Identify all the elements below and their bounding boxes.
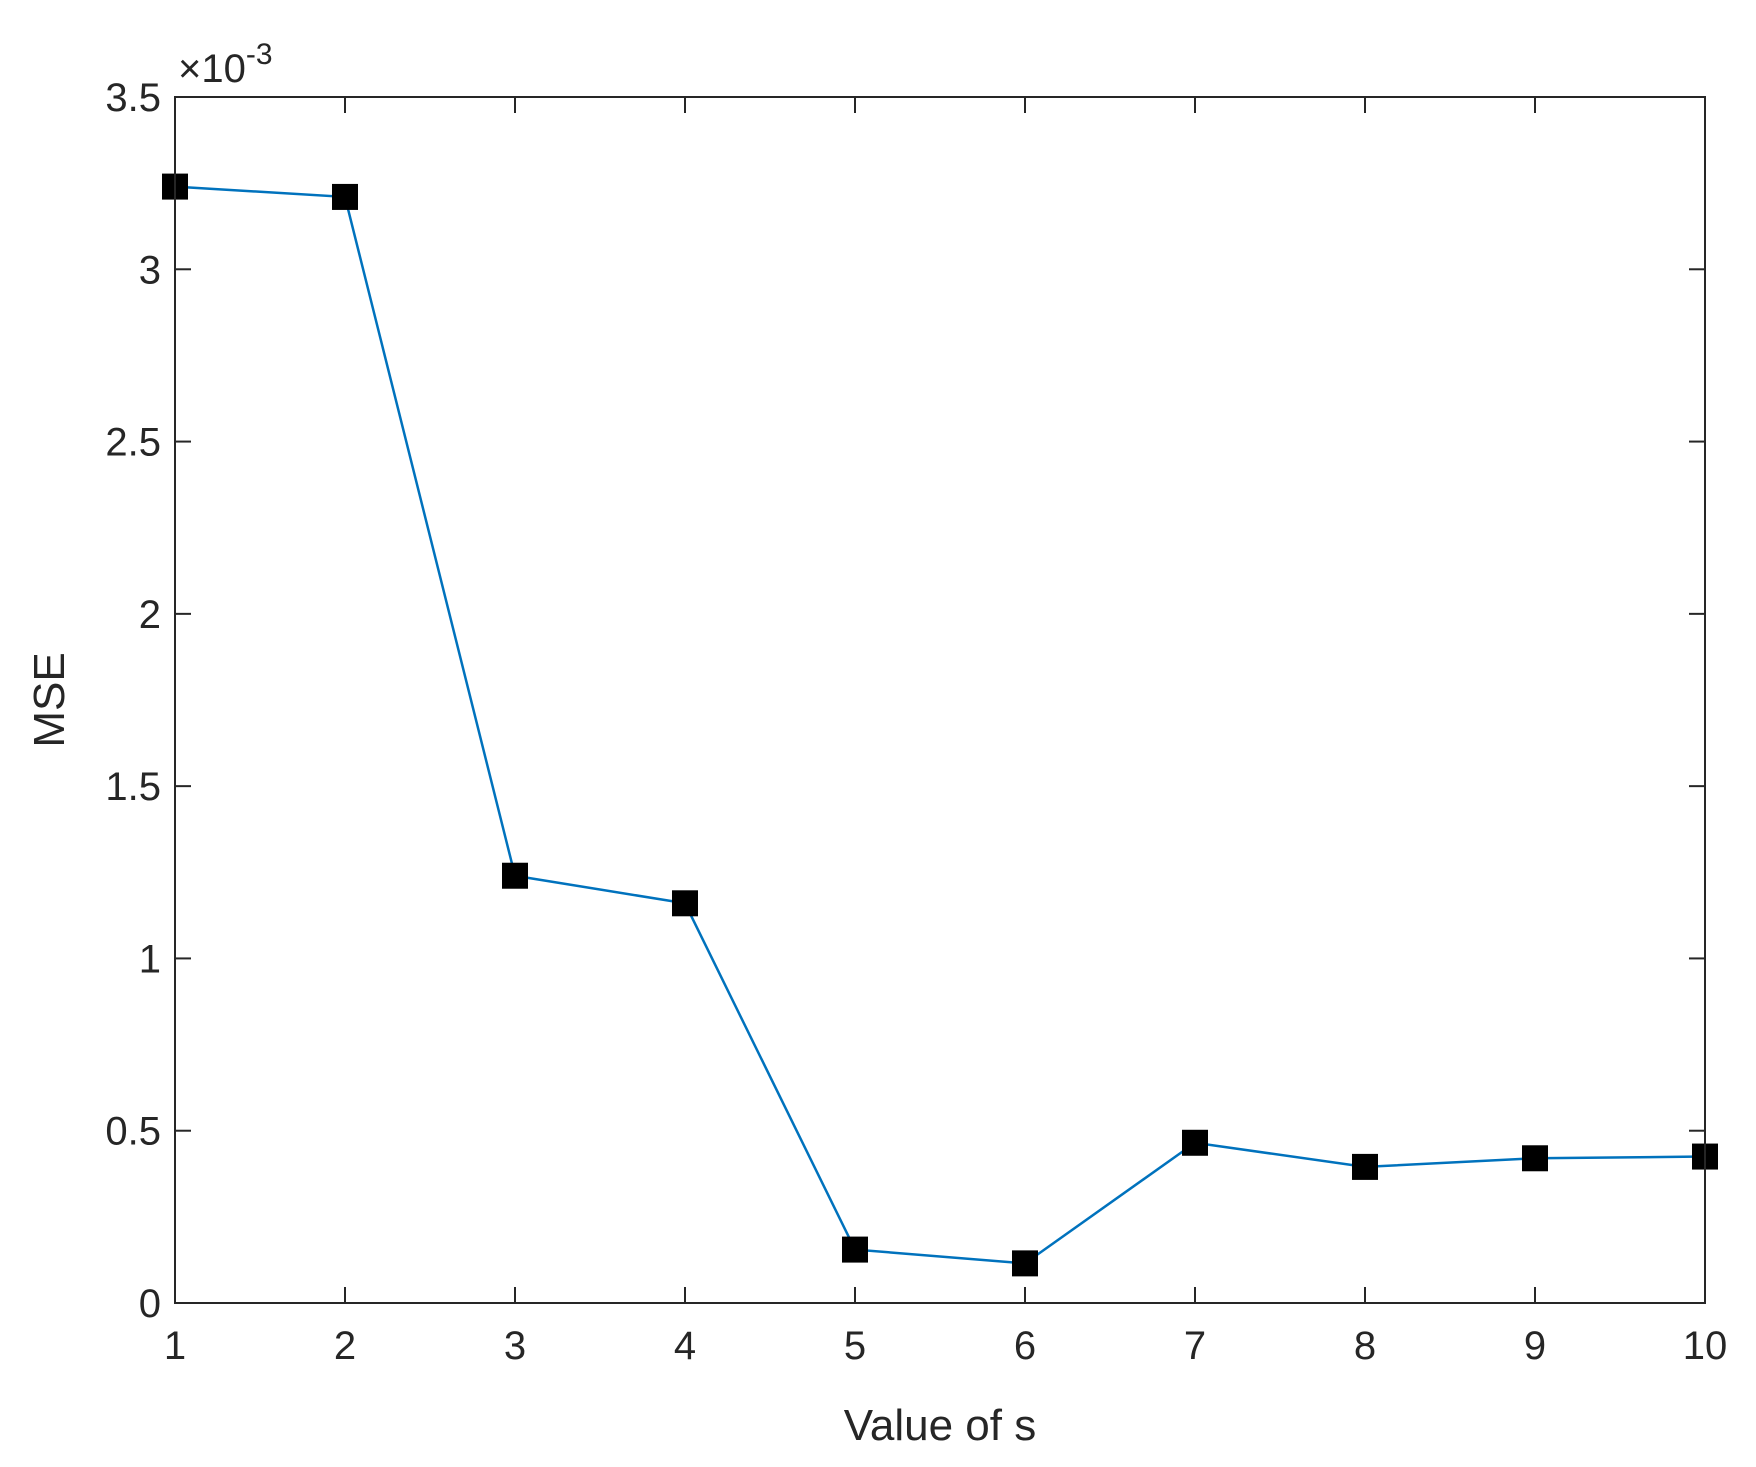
scale-prefix: ×10 <box>178 47 246 91</box>
y-tick-label: 1 <box>139 937 161 981</box>
axis-ticks <box>174 96 1706 1304</box>
y-tick-label: 1.5 <box>105 765 161 809</box>
data-point-marker <box>502 862 528 889</box>
y-tick-label: 2.5 <box>105 421 161 465</box>
y-tick-label: 3.5 <box>105 76 161 120</box>
data-point-marker <box>1012 1250 1038 1277</box>
y-tick-label: 0 <box>139 1282 161 1326</box>
y-axis-label: MSE <box>25 652 74 747</box>
x-tick-label: 4 <box>674 1324 696 1368</box>
y-tick-label: 3 <box>139 248 161 292</box>
x-tick-label: 10 <box>1683 1324 1728 1368</box>
y-tick-label: 0.5 <box>105 1110 161 1154</box>
x-axis-label: Value of s <box>844 1401 1036 1450</box>
tick-labels: 1 2 3 4 5 6 7 8 9 10 0 0.5 1 1.5 2 2.5 3 3.5 <box>105 76 1727 1368</box>
data-point-marker <box>1182 1129 1208 1156</box>
axes-frame <box>174 96 1706 1304</box>
data-point-marker <box>1352 1153 1378 1180</box>
x-tick-label: 2 <box>334 1324 356 1368</box>
series-line <box>174 185 1706 1265</box>
x-tick-label: 8 <box>1354 1324 1376 1368</box>
scale-exponent: -3 <box>246 38 273 71</box>
x-tick-label: 3 <box>504 1324 526 1368</box>
x-tick-label: 5 <box>844 1324 866 1368</box>
x-tick-label: 1 <box>164 1324 186 1368</box>
x-tick-label: 6 <box>1014 1324 1036 1368</box>
data-point-marker <box>1522 1145 1548 1172</box>
data-point-marker <box>672 890 698 917</box>
x-tick-label: 9 <box>1524 1324 1546 1368</box>
x-tick-label: 7 <box>1184 1324 1206 1368</box>
y-axis-scale-factor: ×10-3 <box>178 38 273 91</box>
y-tick-label: 2 <box>139 593 161 637</box>
data-point-marker <box>332 183 358 210</box>
data-point-marker <box>842 1236 868 1263</box>
plot-area <box>175 97 1705 1303</box>
